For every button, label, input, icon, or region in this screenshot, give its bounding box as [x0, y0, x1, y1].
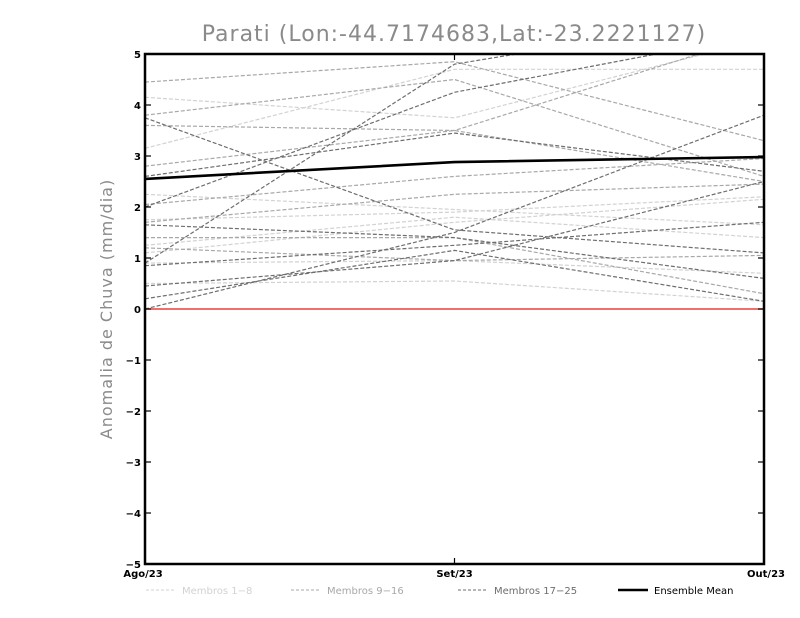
member-line: [145, 224, 764, 279]
member-line: [145, 198, 764, 254]
member-line: [145, 61, 764, 142]
legend-label: Membros 17−25: [494, 586, 577, 597]
ensemble-mean-line: [145, 155, 764, 181]
y-tick-label: −3: [126, 458, 141, 469]
member-line: [145, 183, 764, 223]
member-line: [145, 68, 764, 149]
member-line: [145, 114, 764, 310]
chart-title: Parati (Lon:-44.7174683,Lat:-23.2221127): [202, 22, 706, 47]
legend-label: Membros 9−16: [327, 586, 404, 597]
y-tick-label: −1: [126, 356, 141, 367]
member-line: [145, 280, 764, 302]
member-line: [145, 54, 707, 119]
legend: Membros 1−8 Membros 9−16 Membros 17−25 Ense…: [146, 586, 733, 597]
member-line: [145, 180, 764, 287]
legend-label: Membros 1−8: [182, 586, 252, 597]
member-line: [145, 249, 764, 302]
x-tick-label: Out/23: [747, 569, 785, 580]
legend-label: Ensemble Mean: [654, 586, 733, 597]
axis-layer: −5 −4 −3 −2 −1 0 1 2 3 4 5 Ago/23 Set/23 Out/23: [123, 50, 785, 580]
member-line: [145, 129, 764, 183]
x-tick-label: Set/23: [436, 569, 472, 580]
y-tick-label: 0: [134, 305, 141, 316]
member-line: [145, 193, 764, 226]
y-tick-label: −5: [126, 560, 141, 571]
member-line: [145, 132, 764, 177]
x-tick-label: Ago/23: [123, 569, 162, 580]
member-line: [145, 78, 764, 177]
member-line: [145, 216, 764, 246]
member-line: [145, 54, 660, 208]
member-line: [145, 54, 521, 264]
series-layer: [145, 54, 764, 310]
y-tick-label: 2: [134, 203, 141, 214]
y-tick-label: −4: [126, 509, 141, 520]
y-axis-label: Anomalia de Chuva (mm/dia): [97, 179, 116, 439]
member-line: [145, 54, 701, 132]
y-tick-label: 4: [134, 101, 141, 112]
member-line: [145, 196, 764, 221]
y-tick-label: −2: [126, 407, 141, 418]
member-line: [145, 247, 764, 262]
y-tick-label: 5: [134, 50, 141, 61]
y-tick-label: 1: [134, 254, 141, 265]
member-line: [145, 221, 764, 267]
y-tick-label: 3: [134, 152, 141, 163]
member-line: [145, 259, 764, 274]
member-line: [145, 157, 764, 206]
member-line: [145, 117, 764, 254]
